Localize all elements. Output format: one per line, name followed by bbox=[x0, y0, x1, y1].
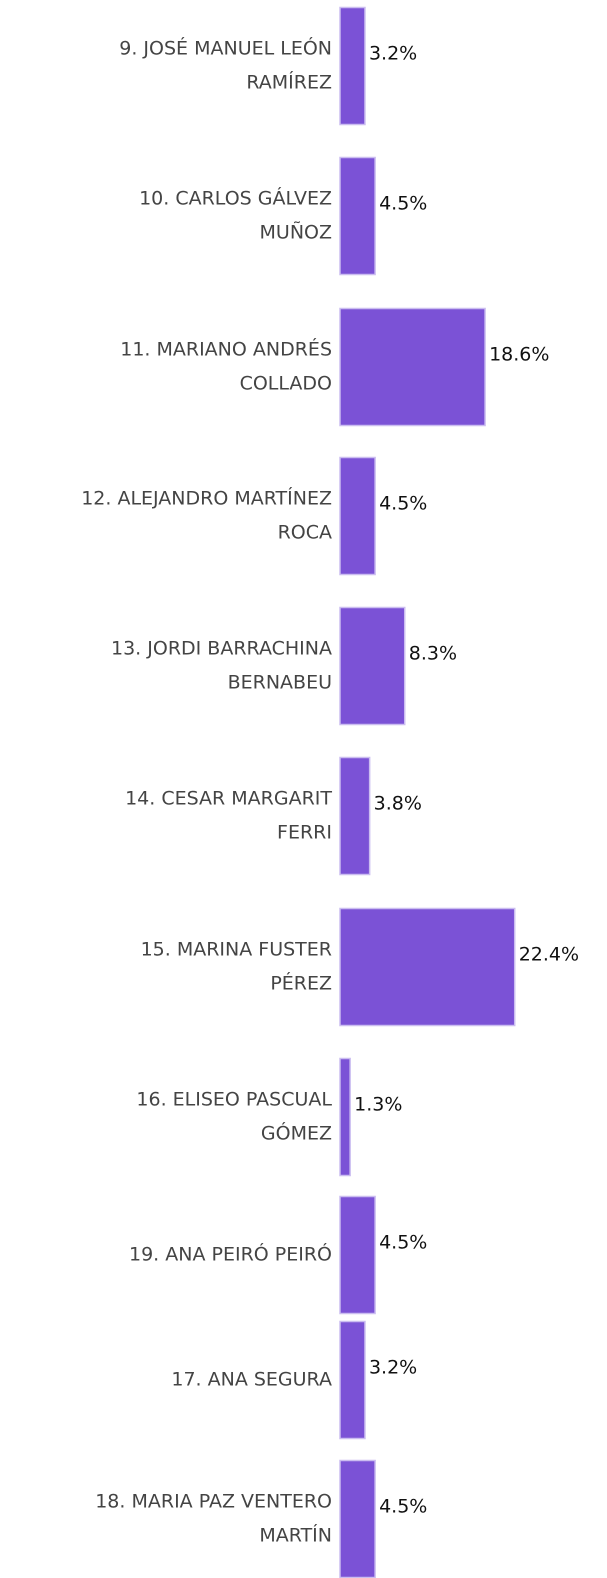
bar bbox=[339, 1320, 366, 1440]
category-label: FERRI bbox=[277, 822, 332, 844]
bar bbox=[339, 756, 371, 876]
bar bbox=[339, 156, 376, 276]
value-label: 4.5% bbox=[379, 193, 427, 215]
bar bbox=[339, 1057, 351, 1177]
value-label: 3.8% bbox=[374, 793, 422, 815]
category-label: 15. MARINA FUSTER bbox=[141, 939, 332, 961]
category-label: 11. MARIANO ANDRÉS bbox=[120, 338, 332, 361]
category-label: PÉREZ bbox=[270, 972, 332, 995]
category-label: MUÑOZ bbox=[260, 221, 332, 244]
bar bbox=[339, 606, 406, 726]
category-label: 16. ELISEO PASCUAL bbox=[136, 1089, 332, 1111]
value-label: 3.2% bbox=[369, 1357, 417, 1379]
bar bbox=[339, 307, 486, 427]
category-label: 12. ALEJANDRO MARTÍNEZ bbox=[81, 487, 332, 510]
category-label: ROCA bbox=[278, 522, 332, 544]
value-label: 18.6% bbox=[489, 344, 549, 366]
bar bbox=[339, 1459, 376, 1578]
category-label: 10. CARLOS GÁLVEZ bbox=[139, 187, 332, 210]
category-label: 13. JORDI BARRACHINA bbox=[111, 638, 332, 660]
category-label: MARTÍN bbox=[259, 1524, 332, 1547]
bar bbox=[339, 1195, 376, 1315]
value-label: 4.5% bbox=[379, 1232, 427, 1254]
value-label: 3.2% bbox=[369, 43, 417, 65]
category-label: 9. JOSÉ MANUEL LEÓN bbox=[119, 36, 332, 60]
category-label: 19. ANA PEIRÓ PEIRÓ bbox=[129, 1242, 332, 1266]
category-label: 17. ANA SEGURA bbox=[171, 1369, 332, 1391]
category-label: COLLADO bbox=[240, 373, 332, 395]
value-label: 22.4% bbox=[519, 944, 579, 966]
value-label: 1.3% bbox=[354, 1094, 402, 1116]
category-label: BERNABEU bbox=[228, 672, 332, 694]
value-label: 4.5% bbox=[379, 1496, 427, 1518]
bar bbox=[339, 907, 516, 1027]
bar bbox=[339, 456, 376, 576]
value-label: 8.3% bbox=[409, 643, 457, 665]
category-label: GÓMEZ bbox=[261, 1121, 332, 1145]
category-label: 14. CESAR MARGARIT bbox=[125, 788, 332, 810]
bar bbox=[339, 6, 366, 126]
category-label: 18. MARIA PAZ VENTERO bbox=[95, 1491, 332, 1513]
category-label: RAMÍREZ bbox=[246, 71, 332, 94]
value-label: 4.5% bbox=[379, 493, 427, 515]
